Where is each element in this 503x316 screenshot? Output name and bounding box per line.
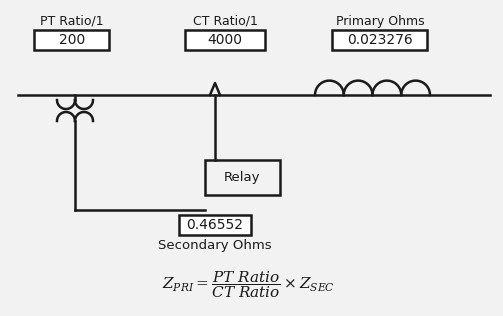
Text: $Z_{PRI}=\dfrac{PT\ Ratio}{CT\ Ratio}\times Z_{SEC}$: $Z_{PRI}=\dfrac{PT\ Ratio}{CT\ Ratio}\ti… xyxy=(161,270,334,301)
Bar xyxy=(332,30,428,50)
Text: 0.023276: 0.023276 xyxy=(347,33,413,47)
Bar xyxy=(35,30,110,50)
Text: 4000: 4000 xyxy=(208,33,242,47)
Text: 200: 200 xyxy=(59,33,85,47)
Text: Relay: Relay xyxy=(224,171,261,184)
Bar xyxy=(179,215,251,235)
Text: 0.46552: 0.46552 xyxy=(187,218,243,232)
Text: Primary Ohms: Primary Ohms xyxy=(336,15,425,28)
Text: Secondary Ohms: Secondary Ohms xyxy=(158,240,272,252)
Bar xyxy=(205,160,280,195)
Text: CT Ratio/1: CT Ratio/1 xyxy=(193,15,258,28)
Bar xyxy=(185,30,265,50)
Text: PT Ratio/1: PT Ratio/1 xyxy=(40,15,104,28)
